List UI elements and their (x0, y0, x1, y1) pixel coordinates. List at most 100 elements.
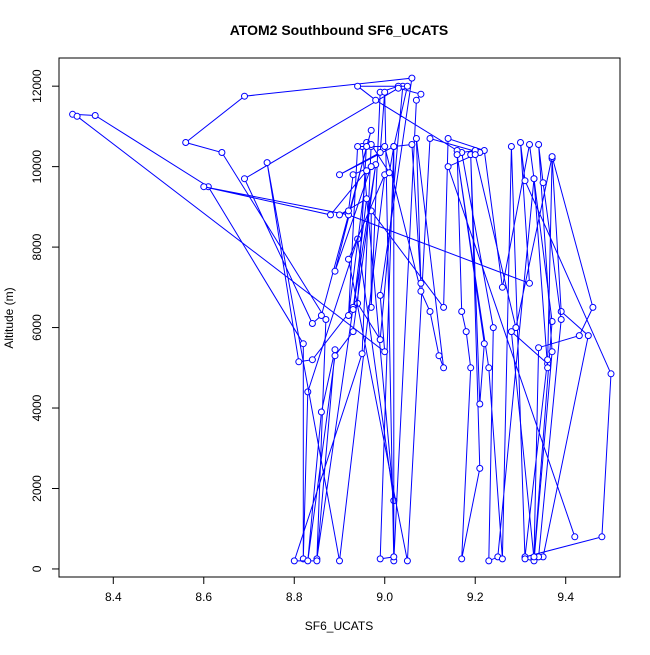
data-point (530, 553, 538, 561)
data-point (521, 177, 529, 185)
data-point (354, 82, 362, 90)
data-point (535, 141, 543, 148)
data-point (458, 555, 466, 563)
data-point (376, 149, 384, 156)
data-point (548, 153, 556, 161)
data-point (385, 169, 393, 177)
x-axis-label: SF6_UCATS (305, 619, 373, 633)
data-point (363, 167, 371, 175)
data-point (390, 553, 398, 561)
data-point (517, 139, 524, 146)
y-axis-label: Altitude (m) (2, 287, 16, 348)
y-tick-label: 4000 (30, 394, 44, 421)
data-point (290, 557, 298, 565)
data-point (584, 332, 592, 340)
data-point (376, 336, 384, 344)
data-point (417, 279, 425, 287)
data-point (544, 356, 552, 364)
data-point (218, 149, 226, 156)
data-point (408, 141, 416, 148)
data-point (507, 328, 515, 336)
data-point (308, 320, 316, 327)
data-point (544, 364, 552, 372)
series-line (76, 77, 612, 562)
data-point (498, 555, 506, 563)
data-point (557, 308, 565, 315)
data-point (376, 291, 384, 299)
data-point (73, 112, 81, 120)
data-point (485, 364, 493, 372)
data-point (444, 163, 452, 171)
data-point (182, 139, 190, 146)
data-layer (69, 74, 615, 565)
data-point (575, 332, 583, 340)
x-tick-label: 9.0 (376, 590, 393, 604)
data-point (607, 370, 615, 378)
data-point (435, 352, 443, 360)
data-point (349, 171, 357, 179)
data-point (462, 328, 470, 336)
data-point (535, 344, 543, 352)
chart-title: ATOM2 Southbound SF6_UCATS (230, 22, 449, 38)
data-point (317, 408, 325, 416)
data-point (336, 171, 343, 179)
data-point (526, 279, 533, 287)
data-point (308, 356, 316, 364)
data-point (589, 303, 597, 311)
x-tick-label: 9.2 (467, 590, 484, 604)
data-point (331, 346, 339, 354)
data-point (440, 364, 448, 372)
data-point (381, 88, 389, 96)
data-point (390, 143, 398, 150)
data-point (367, 126, 375, 134)
data-point (476, 464, 484, 472)
data-point (367, 163, 375, 171)
data-point (485, 557, 493, 565)
data-point (349, 328, 357, 336)
data-point (403, 82, 411, 90)
data-point (557, 316, 565, 323)
data-point (313, 557, 321, 565)
data-point (471, 151, 479, 159)
series-group (73, 74, 615, 565)
data-point (345, 312, 352, 319)
data-point (299, 340, 307, 348)
data-point (526, 141, 533, 148)
data-point (530, 175, 538, 183)
data-point (241, 175, 248, 183)
data-point (263, 159, 271, 167)
data-point (412, 96, 420, 104)
data-point (403, 557, 411, 565)
data-point (571, 533, 579, 541)
data-point (548, 348, 556, 356)
data-point (512, 324, 520, 332)
data-point (453, 151, 461, 159)
data-point (476, 400, 484, 408)
data-point (200, 183, 208, 191)
x-tick-label: 9.4 (557, 590, 574, 604)
data-point (336, 211, 343, 219)
data-point (412, 135, 420, 142)
y-tick-label: 10000 (30, 150, 44, 184)
data-point (480, 340, 488, 348)
y-tick-label: 6000 (30, 314, 44, 341)
data-point (381, 143, 389, 150)
y-tick-label: 0 (30, 565, 44, 572)
data-point (598, 533, 606, 541)
data-point (304, 388, 312, 396)
data-point (376, 555, 384, 563)
data-point (241, 92, 248, 100)
series-group (69, 82, 592, 563)
data-point (336, 557, 343, 565)
data-point (444, 135, 452, 142)
data-point (381, 348, 389, 356)
data-point (417, 90, 425, 98)
data-point (331, 352, 339, 360)
data-point (91, 112, 99, 119)
x-tick-label: 8.8 (286, 590, 303, 604)
data-point (363, 195, 371, 203)
data-point (426, 308, 434, 315)
data-point (426, 135, 434, 142)
data-point (417, 287, 425, 295)
